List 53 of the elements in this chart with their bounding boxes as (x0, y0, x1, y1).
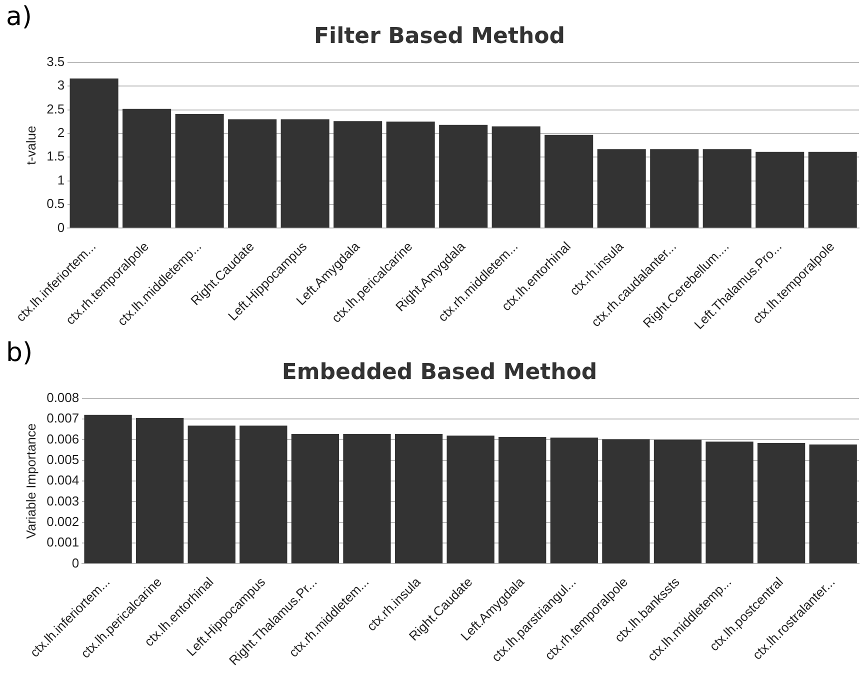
y-tick-label: 2 (57, 125, 65, 140)
text: b) (6, 338, 33, 368)
bar (757, 443, 806, 564)
bar (597, 149, 646, 228)
bar (702, 149, 752, 228)
bar (240, 426, 288, 564)
bar (175, 114, 224, 228)
bar (550, 438, 598, 564)
bar (70, 78, 118, 228)
y-tick-label: 0.003 (46, 493, 80, 508)
y-axis-title: Variable Importance (23, 423, 38, 539)
y-tick-label: 0 (72, 555, 80, 570)
bar (84, 414, 132, 564)
bar (188, 426, 236, 564)
y-tick-label: 0.5 (46, 196, 65, 212)
bar (809, 444, 857, 564)
y-tick-label: 0.002 (46, 514, 80, 529)
y-tick-label: 1 (57, 172, 65, 188)
bar (136, 418, 184, 564)
bar (706, 442, 754, 564)
y-tick-label: 1.5 (46, 148, 65, 164)
chart-title: Embedded Based Method (282, 360, 598, 385)
bar (650, 149, 699, 228)
y-tick-label: 0.007 (46, 410, 80, 426)
bar (386, 122, 435, 228)
y-tick-label: 0 (57, 220, 65, 235)
y-tick-label: 2.5 (46, 101, 65, 116)
bar (439, 124, 488, 228)
bar (280, 119, 330, 228)
bar (808, 152, 857, 228)
bar (291, 434, 340, 564)
y-axis-title: t-value (23, 126, 38, 165)
y-tick-label: 3 (57, 78, 65, 93)
bar (334, 121, 382, 228)
bar (122, 108, 172, 228)
y-tick-label: 0.004 (46, 472, 80, 488)
bar (228, 119, 277, 228)
bar (446, 436, 494, 564)
bar (394, 434, 443, 564)
y-tick-label: 0.008 (46, 390, 80, 405)
bar (544, 134, 594, 228)
bar (492, 126, 540, 228)
bar (756, 152, 804, 228)
chart-title: Filter Based Method (314, 24, 565, 49)
y-tick-label: 0.005 (46, 452, 80, 467)
y-tick-label: 0.006 (46, 431, 80, 446)
text: a) (6, 2, 32, 32)
y-tick-label: 0.001 (46, 534, 80, 550)
bar (343, 434, 391, 564)
bar (498, 437, 546, 564)
bar (654, 440, 702, 564)
bar (602, 439, 650, 564)
y-tick-label: 3.5 (46, 54, 65, 69)
